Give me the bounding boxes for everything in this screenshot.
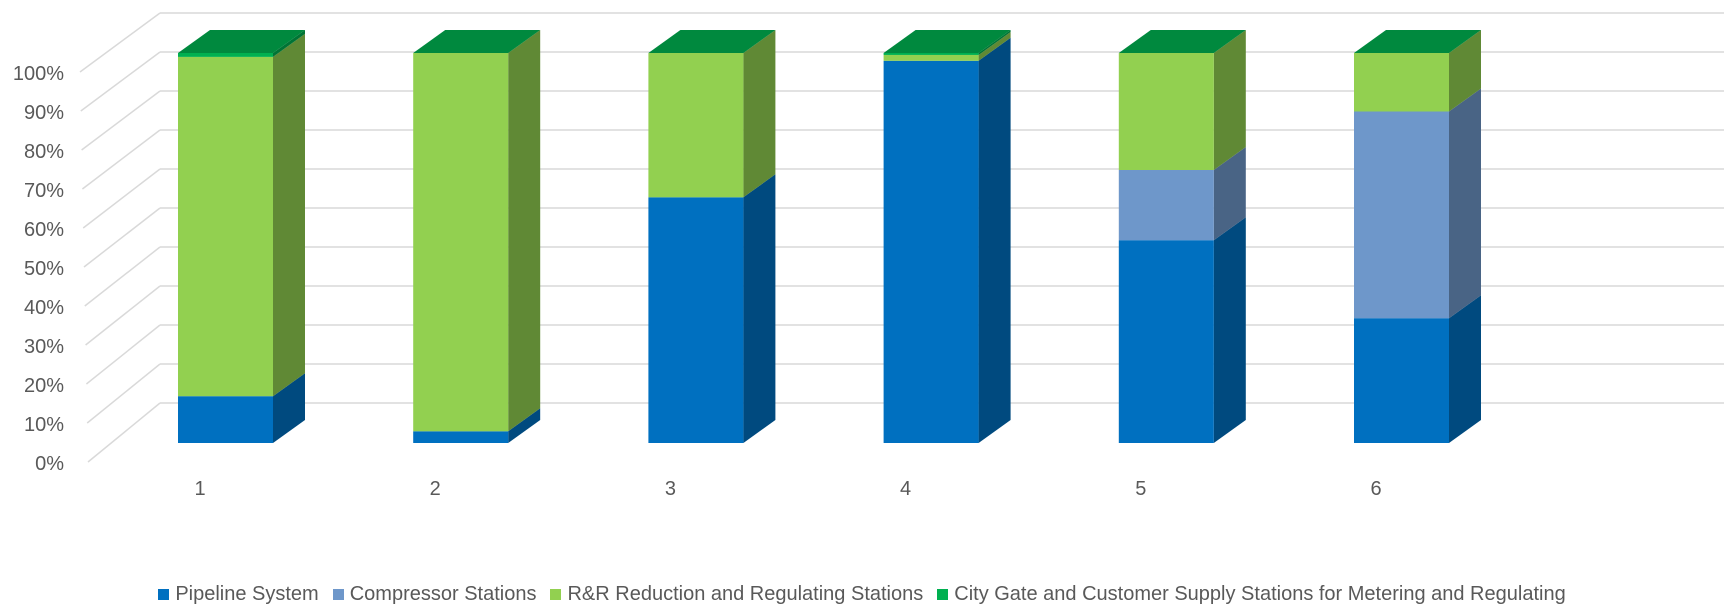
bar-segment-side bbox=[743, 174, 776, 444]
bar-segment-side bbox=[1213, 30, 1246, 170]
x-axis-tick-labels: 1 2 3 4 5 6 bbox=[194, 478, 1381, 500]
y-tick-label: 100% bbox=[13, 63, 64, 85]
bar-top bbox=[1354, 30, 1481, 53]
legend-swatch bbox=[550, 588, 562, 600]
bar-segment-side bbox=[508, 30, 541, 432]
bar-segment-side bbox=[1449, 88, 1481, 319]
bar-segment-side bbox=[1213, 217, 1246, 443]
y-tick-label: 30% bbox=[24, 336, 64, 358]
bar-segment bbox=[883, 53, 979, 55]
legend-item: Pipeline System bbox=[158, 582, 319, 606]
x-tick-label: 5 bbox=[1135, 478, 1146, 500]
bar-segment-side bbox=[1449, 30, 1481, 112]
bar-segment bbox=[1354, 318, 1449, 443]
bar-top bbox=[1118, 30, 1246, 53]
bar-segment bbox=[413, 431, 509, 443]
bar-segment bbox=[1118, 53, 1214, 170]
bar-segment-side bbox=[273, 33, 305, 397]
gridline-diagonal bbox=[83, 207, 161, 268]
bar-segment bbox=[413, 53, 509, 432]
gridline-diagonal bbox=[81, 90, 161, 151]
bar-segment bbox=[648, 197, 744, 443]
gridline-diagonal bbox=[85, 324, 161, 385]
y-tick-label: 10% bbox=[24, 414, 64, 436]
gridline-diagonal bbox=[82, 168, 161, 229]
legend: Pipeline System Compressor Stations R&R Re… bbox=[0, 580, 1724, 608]
bar-segment bbox=[883, 60, 979, 444]
y-tick-label: 90% bbox=[24, 102, 64, 124]
gridline-diagonal bbox=[86, 363, 161, 424]
gridline-diagonal bbox=[84, 246, 161, 307]
gridline-diagonal bbox=[85, 285, 161, 346]
legend-label: City Gate and Customer Supply Stations f… bbox=[954, 582, 1566, 605]
gridline-diagonal bbox=[79, 12, 161, 73]
bar-segment bbox=[1354, 53, 1449, 112]
bar-segment bbox=[1118, 240, 1214, 443]
legend-item: R&R Reduction and Regulating Stations bbox=[550, 583, 923, 606]
bar-segment-side bbox=[1213, 147, 1246, 241]
bar-segment bbox=[648, 53, 744, 198]
bar-segment-side bbox=[273, 30, 305, 57]
y-tick-label: 20% bbox=[24, 375, 64, 397]
gridline-diagonal bbox=[87, 402, 161, 463]
bar-segment bbox=[1118, 170, 1214, 241]
bar-stacks bbox=[178, 30, 1481, 444]
legend-label: Pipeline System bbox=[175, 582, 319, 605]
y-tick-label: 0% bbox=[35, 453, 64, 475]
y-tick-label: 80% bbox=[24, 141, 64, 163]
y-tick-label: 60% bbox=[24, 219, 64, 241]
x-tick-label: 2 bbox=[430, 478, 441, 500]
bar-segment bbox=[883, 54, 979, 61]
x-tick-label: 4 bbox=[900, 478, 911, 500]
legend-label: Compressor Stations bbox=[349, 582, 537, 605]
y-tick-label: 70% bbox=[24, 180, 64, 202]
bar-segment-side bbox=[743, 30, 776, 198]
bar-segment-side bbox=[273, 373, 305, 443]
y-tick-label: 40% bbox=[24, 297, 64, 319]
legend-swatch bbox=[332, 588, 344, 600]
y-tick-label: 50% bbox=[24, 258, 64, 280]
bar-segment-side bbox=[1449, 295, 1481, 443]
bar-segment bbox=[178, 53, 273, 57]
bar-top bbox=[178, 30, 305, 53]
x-tick-label: 1 bbox=[194, 478, 205, 500]
bar-top bbox=[883, 30, 1011, 53]
bar-top bbox=[648, 30, 776, 53]
legend-item: City Gate and Customer Supply Stations f… bbox=[937, 582, 1566, 606]
legend-swatch bbox=[937, 588, 949, 600]
bar-segment-side bbox=[508, 408, 541, 443]
bar-segment-side bbox=[978, 37, 1011, 444]
x-tick-label: 3 bbox=[665, 478, 676, 500]
bar-segment-side bbox=[978, 30, 1011, 55]
legend-swatch bbox=[158, 588, 170, 600]
gridline-diagonal bbox=[81, 129, 161, 190]
x-tick-label: 6 bbox=[1370, 478, 1381, 500]
legend-item: Compressor Stations bbox=[332, 582, 537, 606]
bar-segment bbox=[1354, 111, 1449, 319]
bar-segment bbox=[178, 56, 273, 397]
bar-segment bbox=[178, 396, 273, 443]
bar-segment-side bbox=[978, 31, 1011, 61]
gridline-diagonal bbox=[80, 51, 161, 112]
bar-top bbox=[413, 30, 541, 53]
legend-label: R&R Reduction and Regulating Stations bbox=[567, 582, 924, 605]
y-axis-tick-labels: 0% 10% 20% 30% 40% 50% 60% 70% 80% 90% 100% bbox=[13, 63, 64, 475]
